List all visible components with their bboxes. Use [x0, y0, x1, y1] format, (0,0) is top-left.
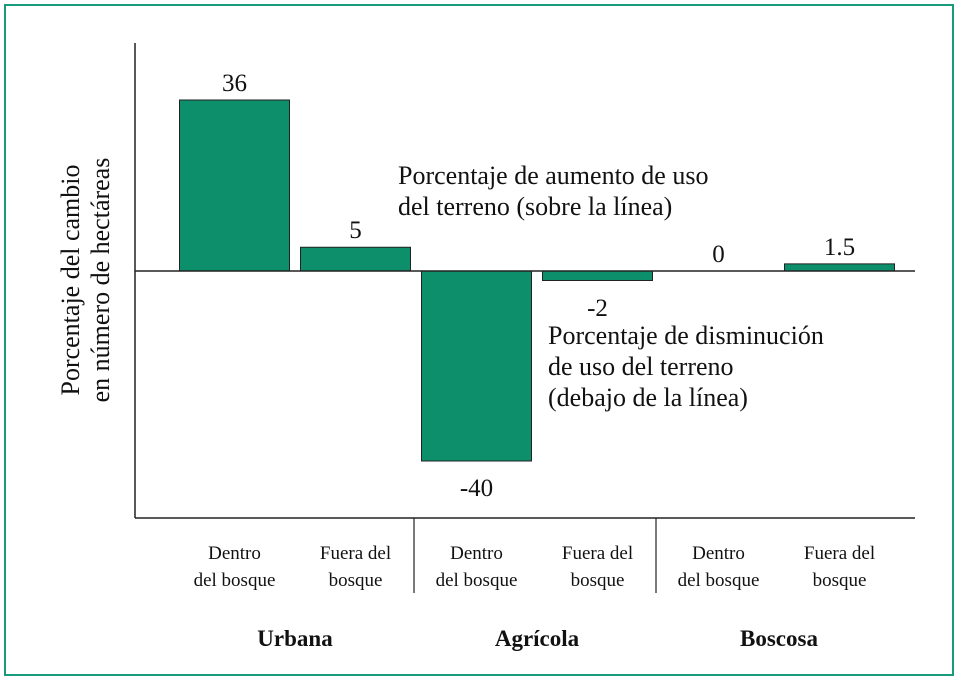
x-tick-label: Fuera del bosque — [319, 543, 392, 591]
bar — [300, 246, 411, 272]
bar — [784, 263, 895, 272]
bar — [421, 270, 532, 462]
x-tick-label: Dentro del bosque — [193, 543, 276, 591]
x-tick-label: Fuera del bosque — [561, 543, 634, 591]
x-tick-label: Dentro del bosque — [435, 543, 518, 591]
annotation: Porcentaje de disminución de uso del ter… — [548, 321, 824, 412]
x-tick-label: Dentro del bosque — [677, 543, 760, 591]
bar — [542, 270, 653, 281]
annotation: Porcentaje de aumento de uso del terreno… — [398, 161, 709, 221]
frame — [4, 4, 954, 676]
data-label: -2 — [587, 294, 608, 322]
data-label: -40 — [459, 475, 494, 502]
data-label: 36 — [222, 70, 247, 97]
x-tick-label: Fuera del bosque — [803, 543, 876, 591]
data-label: 1.5 — [823, 233, 856, 261]
group-label: Agrícola — [494, 626, 580, 651]
group-label: Boscosa — [740, 626, 818, 651]
data-label: 0 — [712, 241, 725, 268]
group-label: Urbana — [257, 626, 333, 651]
bar — [179, 99, 290, 272]
y-axis-label: Porcentaje del cambio en número de hectá… — [56, 157, 115, 403]
data-label: 5 — [349, 217, 362, 245]
